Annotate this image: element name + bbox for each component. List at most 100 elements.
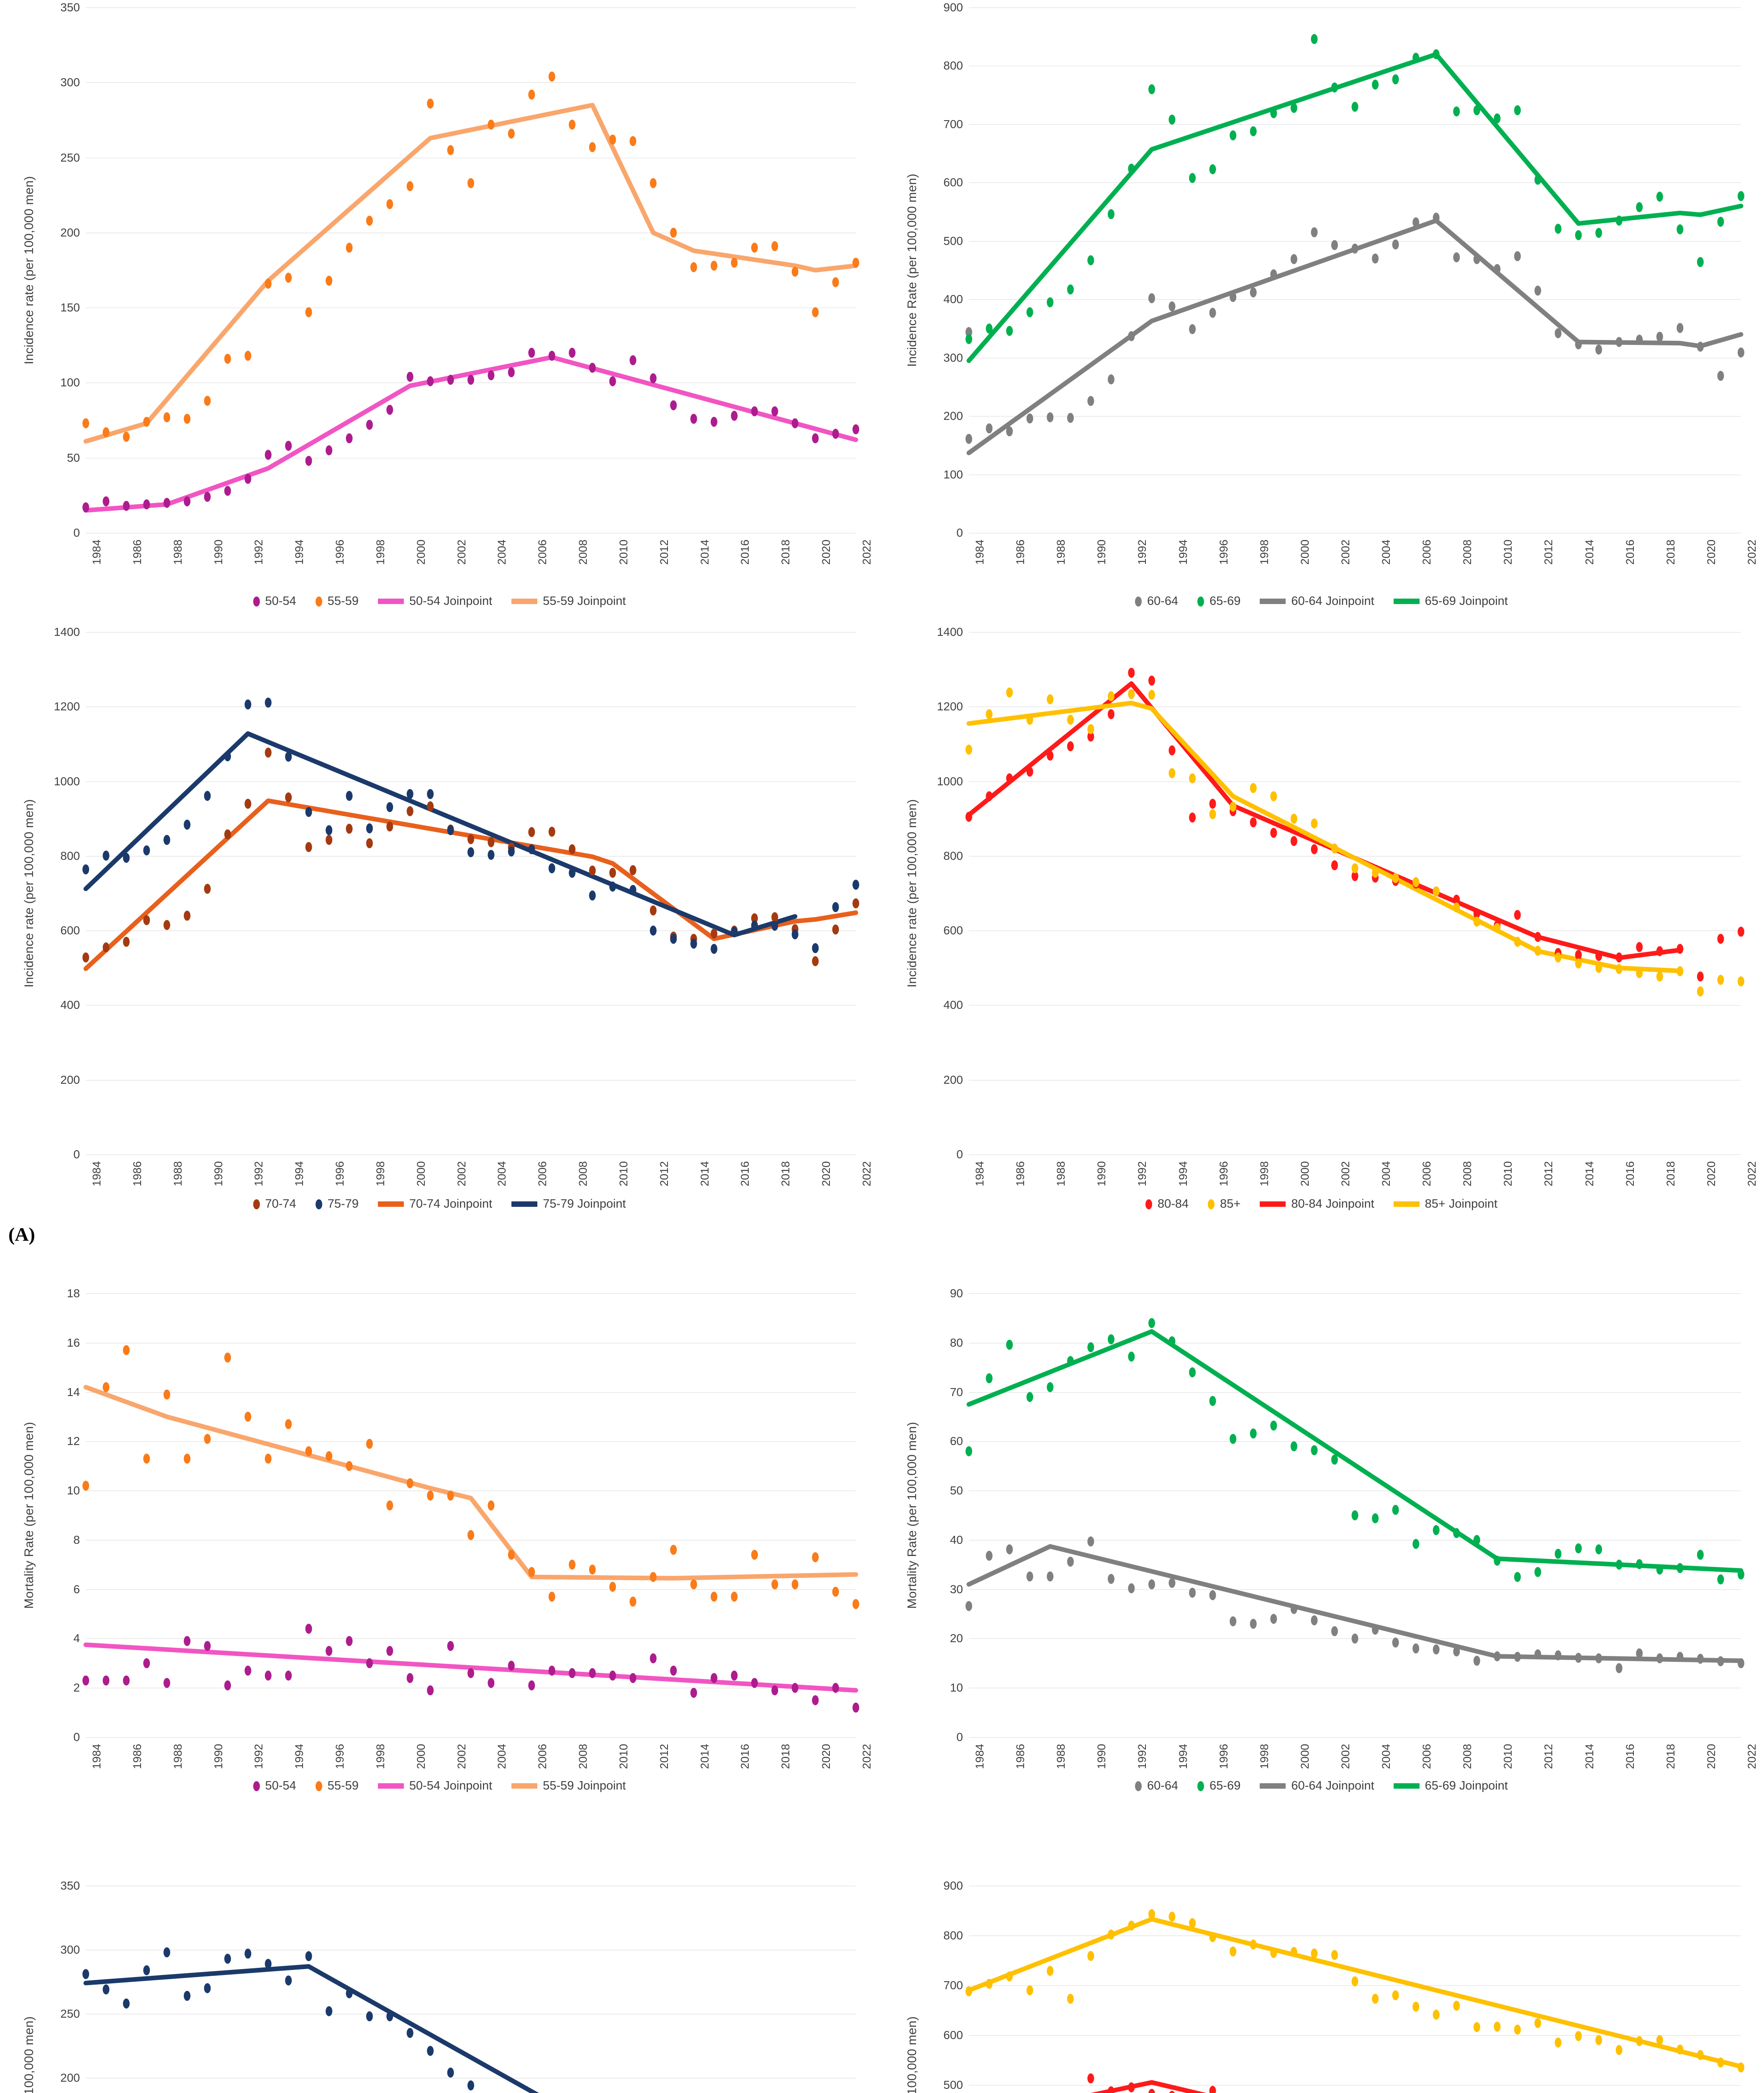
legend-item[interactable]: 50-54 — [253, 594, 296, 608]
gridline — [86, 82, 856, 83]
legend-item[interactable]: 55-59 — [315, 1779, 359, 1793]
legend-item[interactable]: 80-84 Joinpoint — [1260, 1197, 1374, 1211]
x-tick-label: 1998 — [374, 540, 387, 565]
y-tick-label: 600 — [943, 2028, 963, 2042]
x-tick-label: 2010 — [1502, 1744, 1515, 1769]
data-point — [1067, 1993, 1074, 2004]
data-point — [1555, 1650, 1561, 1661]
data-point — [1514, 1572, 1521, 1582]
data-point — [1107, 2086, 1114, 2093]
x-tick-label: 2010 — [1502, 1161, 1515, 1187]
data-point — [285, 1670, 292, 1681]
data-point — [1331, 82, 1338, 93]
x-tick-label: 1990 — [1095, 1161, 1108, 1187]
data-point — [184, 1990, 191, 2001]
legend-item[interactable]: 70-74 Joinpoint — [377, 1197, 492, 1211]
legend-label: 85+ — [1220, 1197, 1241, 1211]
x-tick-label: 2012 — [1542, 540, 1555, 565]
legend-label: 80-84 Joinpoint — [1291, 1197, 1374, 1211]
data-point — [771, 241, 778, 252]
data-point — [1006, 1544, 1013, 1555]
legend-label: 50-54 Joinpoint — [409, 1779, 493, 1792]
data-point — [1453, 252, 1460, 262]
x-tick-label: 2018 — [779, 1161, 792, 1187]
y-axis-label: Mortality Rate (per 100,000 men) — [905, 1886, 919, 2093]
data-point — [1534, 1649, 1541, 1660]
legend-item[interactable]: 85+ Joinpoint — [1393, 1197, 1497, 1211]
data-point — [1311, 844, 1318, 854]
data-point — [1473, 1656, 1480, 1666]
data-point — [1473, 2022, 1480, 2032]
data-point — [1351, 863, 1358, 874]
x-tick-label: 1990 — [1095, 540, 1108, 565]
data-point — [1677, 2044, 1684, 2055]
gridline — [86, 1737, 856, 1738]
legend-item[interactable]: 55-59 Joinpoint — [511, 1779, 626, 1793]
data-point — [305, 1951, 312, 1962]
x-tick-label: 2022 — [860, 1744, 873, 1769]
data-point — [589, 865, 596, 876]
x-tick-label: 1998 — [374, 1744, 387, 1769]
data-point — [204, 491, 211, 502]
data-point — [986, 1373, 993, 1383]
data-point — [1656, 191, 1663, 202]
data-point — [1595, 2035, 1602, 2045]
y-tick-label: 900 — [943, 1, 963, 14]
legend-item[interactable]: 60-64 — [1135, 1779, 1178, 1793]
series-layer — [82, 1345, 859, 1713]
data-point — [1290, 103, 1297, 113]
data-point — [1636, 334, 1643, 345]
legend-item[interactable]: 60-64 Joinpoint — [1260, 1779, 1374, 1793]
x-tick-label: 2004 — [1380, 540, 1393, 565]
data-point — [305, 1623, 312, 1634]
data-point — [285, 273, 292, 283]
scatter-series — [82, 1345, 859, 1609]
legend-item[interactable]: 55-59 — [315, 594, 359, 608]
legend-item[interactable]: 50-54 Joinpoint — [377, 594, 492, 608]
legend-item[interactable]: 70-74 — [253, 1197, 296, 1211]
data-point — [1026, 715, 1033, 725]
data-point — [1168, 301, 1176, 311]
data-point — [285, 792, 292, 802]
x-tick-label: 1992 — [252, 1161, 265, 1187]
legend-item[interactable]: 80-84 — [1145, 1197, 1189, 1211]
y-tick-label: 700 — [943, 117, 963, 131]
legend-item[interactable]: 85+ — [1208, 1197, 1240, 1211]
data-point — [427, 2046, 434, 2056]
data-point — [548, 1666, 555, 1676]
legend-item[interactable]: 60-64 — [1135, 594, 1178, 608]
data-point — [1168, 114, 1176, 125]
scatter-series — [965, 668, 1744, 982]
legend-item[interactable]: 75-79 Joinpoint — [511, 1197, 626, 1211]
x-tick-label: 2010 — [1502, 540, 1515, 565]
data-point — [163, 1678, 170, 1688]
data-point — [224, 354, 231, 364]
data-point — [1656, 332, 1663, 342]
data-point — [366, 2011, 373, 2021]
legend-label: 60-64 — [1147, 594, 1179, 608]
y-axis-label: Mortality Rate (per 100,000 men) — [905, 1422, 919, 1609]
data-point — [1738, 347, 1744, 358]
data-point — [548, 863, 555, 874]
legend-item[interactable]: 50-54 — [253, 1779, 296, 1793]
data-point — [427, 98, 434, 109]
legend-item[interactable]: 60-64 Joinpoint — [1260, 594, 1374, 608]
legend-item[interactable]: 65-69 Joinpoint — [1393, 594, 1508, 608]
x-tick-label: 1988 — [171, 1161, 184, 1187]
scatter-series — [965, 1909, 1744, 2072]
chart-b2: Mortality Rate (per 100,000 men) 0 10 20 30 4… — [879, 1277, 1758, 1846]
legend-item[interactable]: 75-79 — [315, 1197, 359, 1211]
legend-item[interactable]: 65-69 — [1197, 1779, 1240, 1793]
data-point — [1717, 370, 1724, 381]
gridline — [969, 1589, 1741, 1590]
data-point — [832, 902, 839, 912]
data-point — [143, 1658, 150, 1669]
data-point — [1717, 933, 1724, 944]
legend-item[interactable]: 55-59 Joinpoint — [511, 594, 626, 608]
data-point — [1473, 254, 1480, 264]
data-point — [1128, 2082, 1135, 2093]
y-tick-label: 1200 — [937, 700, 963, 713]
legend-item[interactable]: 50-54 Joinpoint — [377, 1779, 493, 1793]
legend-item[interactable]: 65-69 Joinpoint — [1393, 1779, 1508, 1793]
legend-item[interactable]: 65-69 — [1197, 594, 1240, 608]
